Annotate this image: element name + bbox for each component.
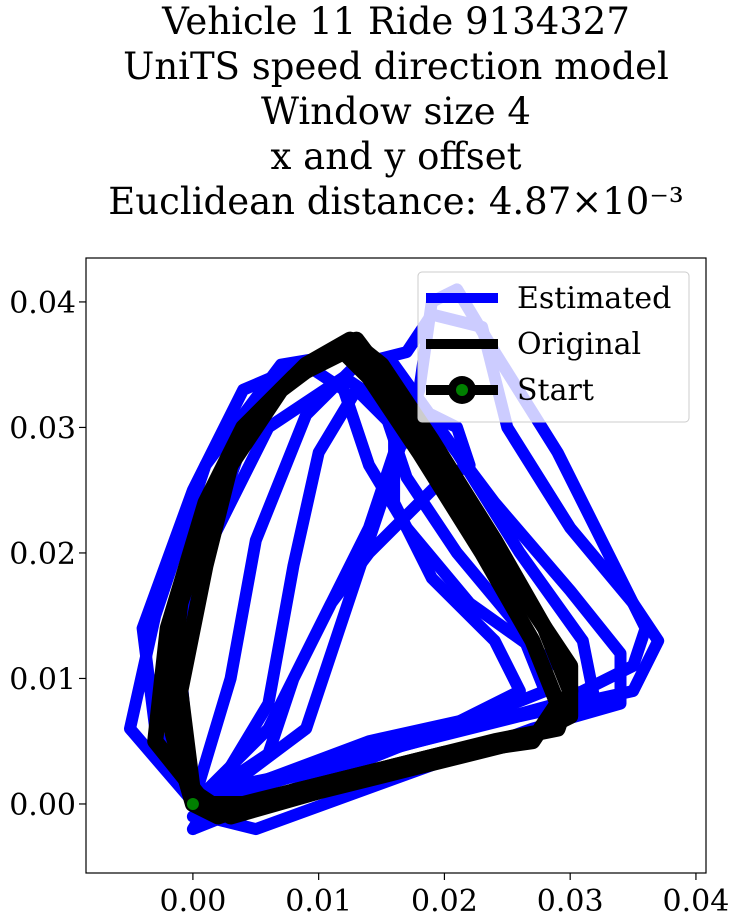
legend-start-dot [456,384,468,396]
x-tick-label: 0.00 [159,884,226,919]
y-tick-label: 0.02 [9,537,76,572]
title-line: Vehicle 11 Ride 9134327 [161,0,630,43]
legend-box [417,271,690,423]
series-line-original [172,331,579,825]
x-tick-label: 0.02 [411,884,478,919]
title-line: Window size 4 [261,90,531,133]
x-tick-label: 0.01 [285,884,352,919]
y-tick-label: 0.04 [9,286,76,321]
start-marker [186,797,199,810]
title-line: UniTS speed direction model [123,45,669,88]
plot-frame [85,257,707,874]
series-line-estimated [186,408,476,810]
legend-label: Start [517,373,594,408]
y-tick-label: 0.01 [9,662,76,697]
x-tick-label: 0.04 [663,884,730,919]
y-tick-label: 0.03 [9,411,76,446]
legend: Estimated Original Start [417,271,690,423]
title-line: Euclidean distance: 4.87×10⁻³ [108,180,683,223]
y-axis: 0.00 0.01 0.02 0.03 0.04 [9,286,86,823]
legend-label: Estimated [517,281,671,316]
legend-label: Original [517,327,641,362]
x-tick-label: 0.03 [537,884,604,919]
y-tick-label: 0.00 [9,788,76,823]
title-line: x and y offset [271,135,522,178]
x-axis: 0.00 0.01 0.02 0.03 0.04 [159,873,729,919]
